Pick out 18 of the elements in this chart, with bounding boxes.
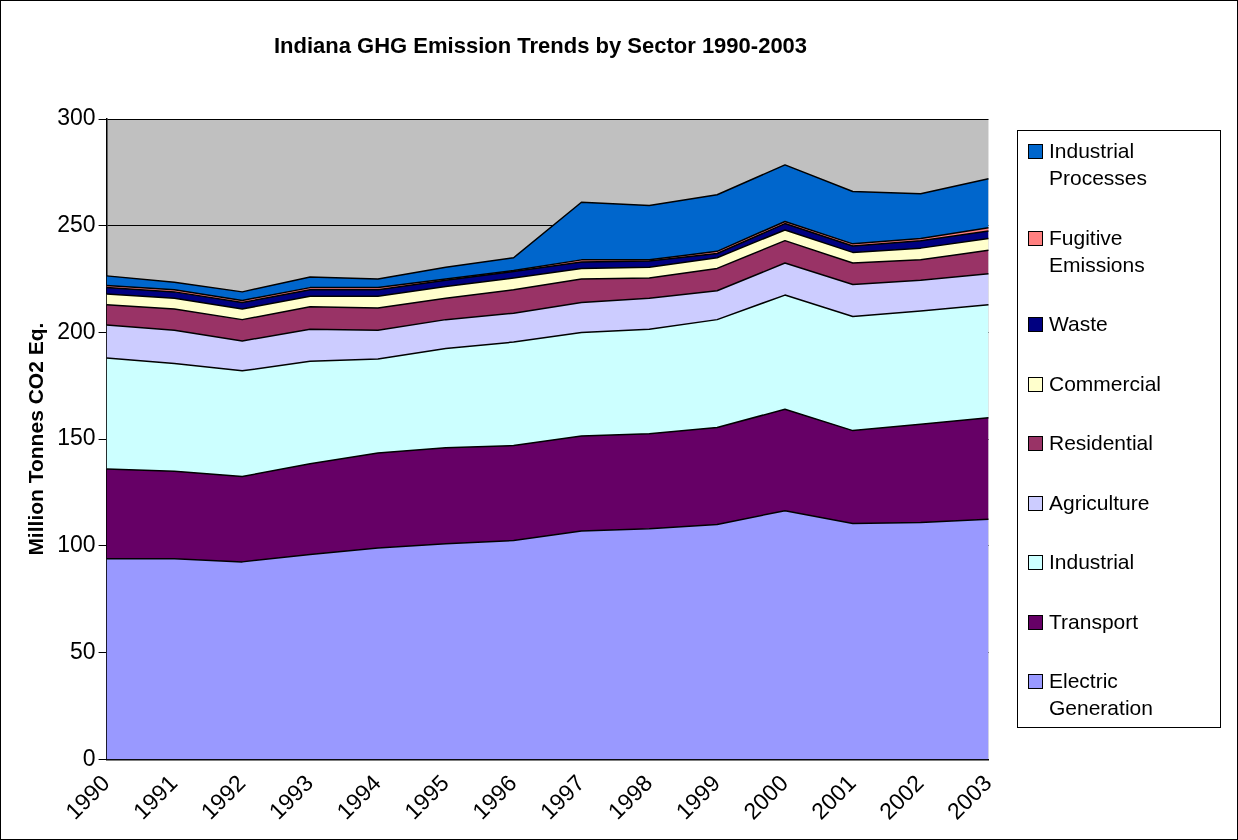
legend-label: Fugitive Emissions: [1049, 224, 1146, 278]
legend-label: Commercial: [1049, 370, 1162, 397]
chart-title: Indiana GHG Emission Trends by Sector 1990-2003: [273, 33, 809, 59]
legend-label: Waste: [1049, 311, 1108, 337]
legend-label: Industrial Processes: [1049, 138, 1149, 191]
y-tick-label: 250: [57, 211, 96, 238]
legend-label: Agriculture: [1049, 489, 1150, 516]
y-axis-title: Million Tonnes CO2 Eq.: [24, 322, 48, 556]
y-tick-label: 300: [57, 104, 96, 131]
legend-label: Industrial: [1049, 549, 1135, 575]
legend-label: Electric Generation: [1049, 668, 1154, 721]
y-tick-label: 0: [82, 744, 96, 771]
y-tick-label: 150: [57, 424, 96, 451]
legend-label: Residential: [1049, 430, 1153, 456]
y-tick-label: 50: [69, 637, 96, 664]
legend-label: Transport: [1049, 608, 1139, 635]
y-tick-label: 100: [57, 531, 96, 558]
y-tick-label: 200: [57, 317, 96, 344]
